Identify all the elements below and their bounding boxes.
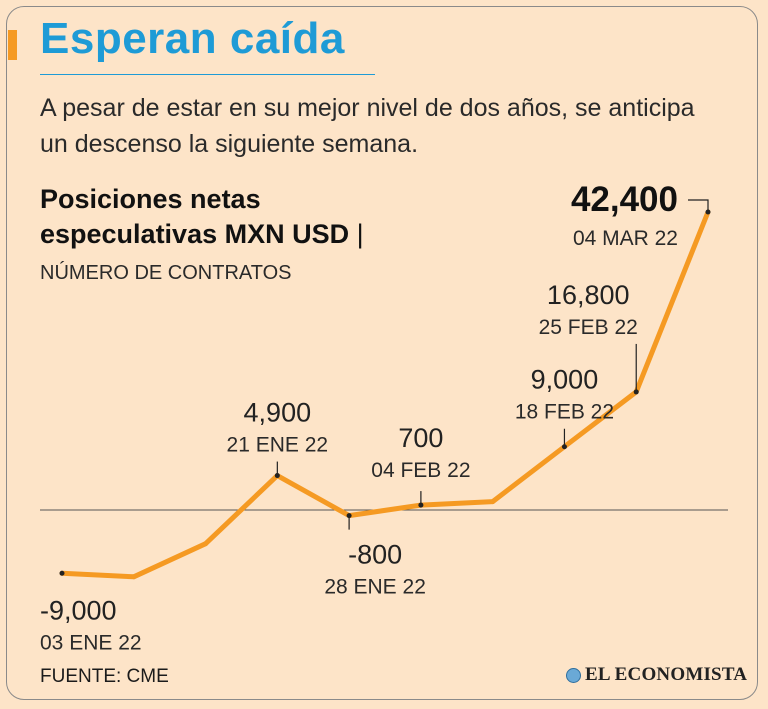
data-value-label: 16,800 bbox=[547, 280, 630, 310]
title-underline bbox=[40, 74, 375, 75]
data-point-marker bbox=[561, 444, 567, 450]
data-value-label: -800 bbox=[348, 540, 402, 570]
globe-icon bbox=[566, 667, 581, 683]
data-point-marker bbox=[490, 499, 496, 505]
chart-title-separator: | bbox=[356, 219, 364, 249]
data-value-label: 9,000 bbox=[531, 365, 599, 395]
data-value-label: 42,400 bbox=[571, 180, 678, 219]
data-point-marker bbox=[274, 473, 280, 479]
source-note: FUENTE: CME bbox=[40, 666, 169, 687]
chart-title-line2-wrap: especulativas MXN USD | bbox=[40, 217, 364, 252]
data-date-label: 18 FEB 22 bbox=[515, 401, 614, 424]
data-date-label: 25 FEB 22 bbox=[539, 316, 638, 339]
brand-logo: EL ECONOMISTA bbox=[566, 664, 747, 686]
series-line bbox=[59, 209, 711, 580]
chart-title-line1: Posiciones netas bbox=[40, 184, 261, 214]
brand-name: EL ECONOMISTA bbox=[585, 664, 748, 685]
data-date-label: 04 MAR 22 bbox=[573, 227, 678, 250]
data-point-marker bbox=[346, 513, 352, 519]
data-date-label: 28 ENE 22 bbox=[324, 576, 426, 599]
leader-line bbox=[688, 199, 709, 212]
data-date-label: 21 ENE 22 bbox=[227, 434, 329, 457]
data-point-marker bbox=[418, 502, 424, 508]
data-value-label: 700 bbox=[398, 423, 443, 453]
data-value-label: 4,900 bbox=[244, 398, 312, 428]
chart-title-line2: especulativas MXN USD bbox=[40, 219, 350, 249]
data-date-label: 03 ENE 22 bbox=[40, 631, 142, 654]
subtitle: A pesar de estar en su mejor nivel de do… bbox=[40, 94, 695, 158]
data-point-marker bbox=[633, 389, 639, 395]
data-value-label: -9,000 bbox=[40, 595, 117, 625]
page-title: Esperan caída bbox=[40, 14, 345, 63]
data-point-marker bbox=[59, 570, 65, 576]
data-point-marker bbox=[131, 574, 137, 580]
data-point-marker bbox=[203, 541, 209, 547]
accent-bar bbox=[8, 30, 17, 60]
data-date-label: 04 FEB 22 bbox=[371, 459, 470, 482]
chart-unit-label: NÚMERO DE CONTRATOS bbox=[40, 262, 292, 284]
chart-title: Posiciones netas especulativas MXN USD | bbox=[40, 182, 364, 252]
infographic-frame bbox=[6, 6, 758, 700]
